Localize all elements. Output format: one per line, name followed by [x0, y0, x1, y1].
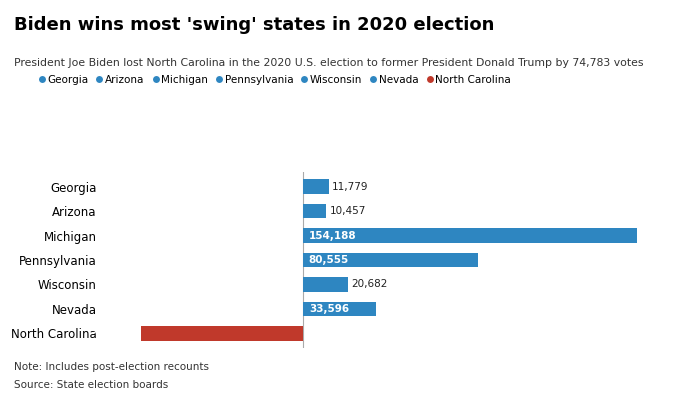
Text: 33,596: 33,596 — [309, 304, 349, 314]
Text: -74,783: -74,783 — [91, 328, 136, 338]
Text: Source: State election boards: Source: State election boards — [14, 380, 168, 390]
Bar — [303, 204, 326, 218]
Text: 154,188: 154,188 — [309, 230, 356, 240]
Bar — [303, 277, 348, 292]
Text: President Joe Biden lost North Carolina in the 2020 U.S. election to former Pres: President Joe Biden lost North Carolina … — [14, 58, 643, 68]
Text: 11,779: 11,779 — [332, 182, 369, 192]
Bar — [141, 326, 303, 341]
Bar — [303, 179, 329, 194]
Legend: Georgia, Arizona, Michigan, Pennsylvania, Wisconsin, Nevada, North Carolina: Georgia, Arizona, Michigan, Pennsylvania… — [39, 75, 511, 85]
Text: Biden wins most 'swing' states in 2020 election: Biden wins most 'swing' states in 2020 e… — [14, 16, 494, 34]
Bar — [303, 253, 478, 267]
Text: 20,682: 20,682 — [351, 280, 388, 290]
Text: 10,457: 10,457 — [329, 206, 365, 216]
Bar — [303, 228, 638, 243]
Text: 80,555: 80,555 — [309, 255, 349, 265]
Bar — [303, 302, 376, 316]
Text: Note: Includes post-election recounts: Note: Includes post-election recounts — [14, 362, 209, 372]
